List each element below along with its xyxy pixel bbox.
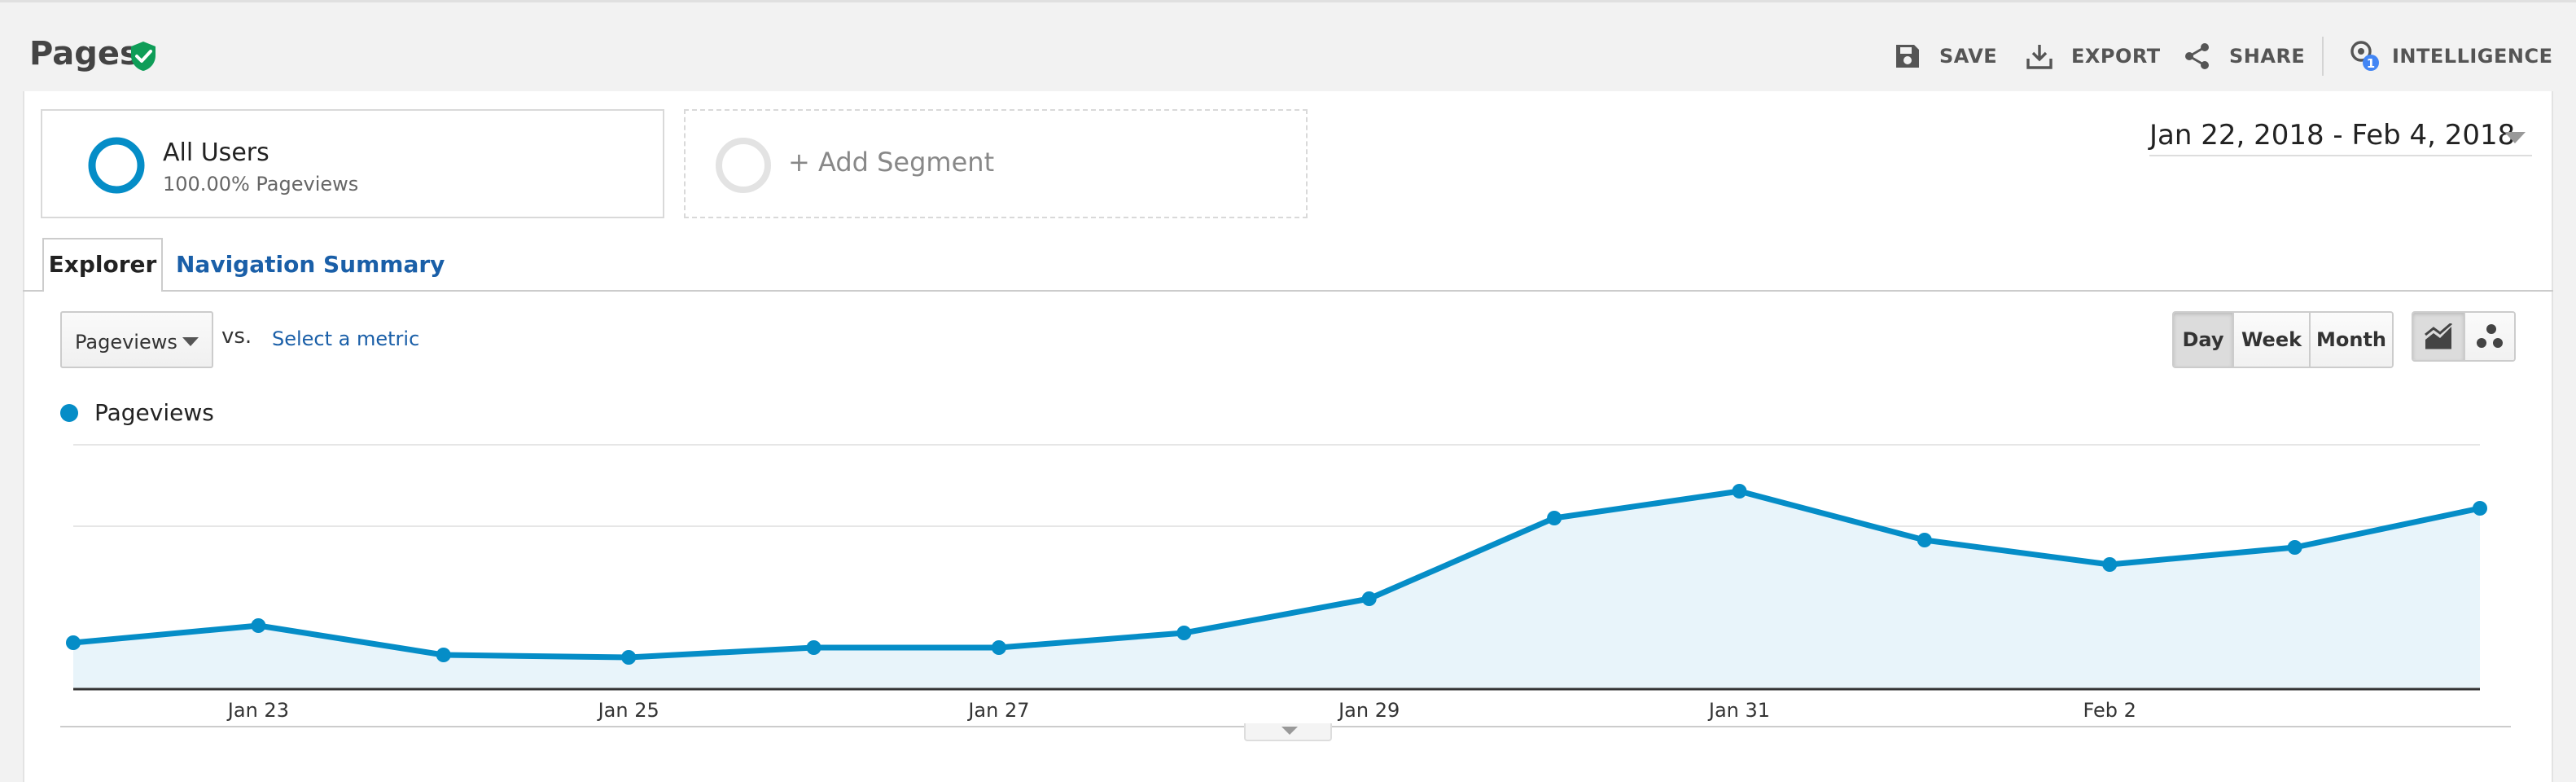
data-point-jan-23 — [251, 618, 266, 633]
tab-navigation-summary[interactable]: Navigation Summary — [176, 251, 445, 278]
chart-legend: Pageviews — [60, 399, 214, 426]
x-tick-label: Jan 23 — [226, 699, 289, 722]
day-button[interactable]: Day — [2174, 313, 2232, 367]
share-label: SHARE — [2229, 45, 2306, 68]
collapse-chart-handle[interactable] — [1244, 723, 1332, 741]
save-label: SAVE — [1939, 45, 1998, 68]
data-point-feb-4 — [2473, 501, 2487, 516]
data-point-jan-24 — [436, 648, 451, 662]
data-point-jan-31 — [1732, 484, 1747, 499]
metric-dropdown-value: Pageviews — [75, 331, 177, 354]
data-point-feb-2 — [2102, 557, 2118, 572]
intelligence-button[interactable]: 1 INTELLIGENCE — [2348, 38, 2552, 74]
legend-label: Pageviews — [94, 399, 214, 426]
segment-title: All Users — [163, 138, 269, 167]
toolbar-divider — [2322, 37, 2324, 76]
date-range-picker[interactable]: Jan 22, 2018 - Feb 4, 2018 — [2149, 116, 2532, 156]
chevron-down-icon — [2504, 132, 2526, 143]
data-point-jan-26 — [806, 640, 821, 655]
x-tick-label: Jan 25 — [597, 699, 659, 722]
shield-check-icon — [131, 42, 156, 71]
motion-chart-button[interactable] — [2464, 313, 2514, 360]
line-chart-icon — [2425, 323, 2452, 349]
export-button[interactable]: EXPORT — [2026, 38, 2161, 74]
month-button[interactable]: Month — [2309, 313, 2392, 367]
data-point-jan-28 — [1176, 626, 1192, 640]
save-button[interactable]: SAVE — [1894, 38, 1997, 74]
select-metric-link[interactable]: Select a metric — [272, 327, 420, 350]
chart-type-toggle — [2412, 311, 2516, 362]
data-point-feb-1 — [1917, 533, 1932, 547]
save-icon — [1896, 45, 1919, 68]
add-segment-label: + Add Segment — [788, 147, 995, 178]
data-point-jan-22 — [66, 635, 81, 650]
export-label: EXPORT — [2071, 45, 2161, 68]
chevron-down-icon — [182, 337, 199, 346]
legend-dot — [60, 403, 78, 422]
x-tick-label: Jan 31 — [1707, 699, 1770, 722]
data-point-jan-25 — [621, 650, 637, 665]
intelligence-badge: 1 — [2367, 56, 2375, 71]
series-area — [73, 491, 2480, 689]
data-point-jan-29 — [1361, 591, 1377, 606]
share-button[interactable]: SHARE — [2184, 38, 2305, 74]
intelligence-icon: 1 — [2350, 41, 2379, 71]
line-chart-button[interactable] — [2413, 313, 2464, 360]
series-line — [72, 488, 2481, 661]
empty-segment-ring-icon — [716, 138, 771, 193]
x-tick-label: Jan 29 — [1337, 699, 1400, 722]
vs-label: vs. — [221, 324, 252, 349]
add-segment-button[interactable]: + Add Segment — [684, 109, 1308, 218]
tabs-divider — [23, 290, 2553, 292]
report-header: Pages SAVE EXPORT — [0, 0, 2576, 91]
data-point-jan-27 — [991, 640, 1006, 655]
segment-subtitle: 100.00% Pageviews — [163, 173, 359, 196]
data-point-jan-30 — [1547, 511, 1562, 525]
x-tick-label: Feb 2 — [2083, 699, 2136, 722]
motion-chart-icon — [2477, 324, 2503, 348]
export-icon — [2026, 45, 2052, 69]
metric-dropdown[interactable]: Pageviews — [60, 311, 213, 368]
week-button[interactable]: Week — [2232, 313, 2309, 367]
date-range-text: Jan 22, 2018 - Feb 4, 2018 — [2149, 119, 2516, 152]
data-point-feb-3 — [2287, 540, 2302, 555]
intelligence-label: INTELLIGENCE — [2392, 45, 2553, 68]
x-tick-label: Jan 27 — [966, 699, 1029, 722]
granularity-toggle: Day Week Month — [2172, 311, 2394, 368]
segment-ring-icon — [88, 137, 145, 194]
page-title: Pages — [29, 35, 139, 72]
tab-explorer[interactable]: Explorer — [42, 238, 163, 292]
share-icon — [2185, 43, 2209, 69]
chevron-down-icon — [1281, 727, 1298, 735]
segment-all-users[interactable]: All Users 100.00% Pageviews — [41, 109, 664, 218]
